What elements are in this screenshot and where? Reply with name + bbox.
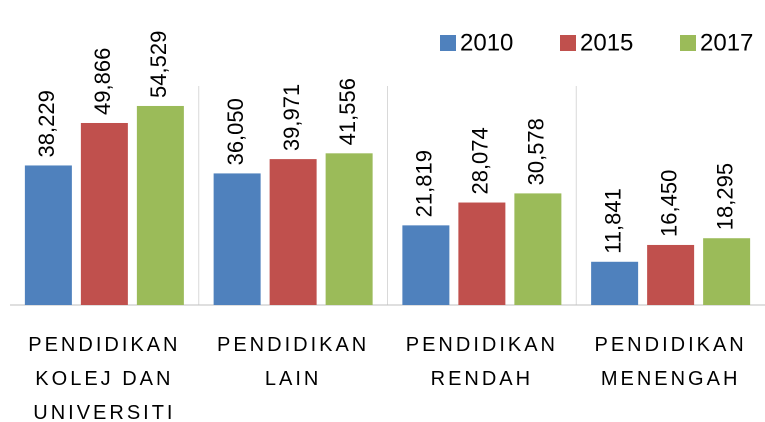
data-label: 36,050 (223, 98, 248, 165)
data-label: 11,841 (600, 188, 625, 254)
bar (458, 202, 506, 305)
x-tick-label: PENDIDIKAN LAIN (217, 334, 370, 390)
bar (514, 193, 562, 305)
legend-swatch (560, 35, 576, 51)
bar (647, 244, 695, 305)
bar (591, 261, 639, 305)
x-tick-label: PENDIDIKAN RENDAH (405, 334, 558, 390)
data-label: 49,866 (90, 48, 115, 115)
bar (213, 173, 261, 305)
legend-swatch (440, 35, 456, 51)
data-label: 21,819 (412, 150, 437, 217)
data-label: 30,578 (524, 118, 549, 185)
data-label: 18,295 (712, 163, 737, 230)
data-label: 16,450 (656, 170, 681, 237)
legend-label: 2015 (580, 29, 633, 56)
x-tick-label: PENDIDIKAN KOLEJ DAN UNIVERSITI (28, 334, 181, 422)
data-label: 54,529 (146, 31, 171, 98)
data-label: 38,229 (34, 90, 59, 157)
data-label: 28,074 (468, 127, 493, 194)
bar (269, 159, 317, 305)
data-label: 41,556 (335, 78, 360, 145)
bar (24, 165, 72, 305)
x-tick-label: PENDIDIKAN MENENGAH (594, 334, 747, 390)
data-label: 39,971 (279, 84, 304, 151)
bar (80, 122, 128, 305)
legend-label: 2017 (700, 29, 753, 56)
legend-swatch (680, 35, 696, 51)
bar (703, 238, 751, 305)
bar (136, 105, 184, 305)
legend-label: 2010 (460, 29, 513, 56)
bar (325, 153, 373, 305)
bar (402, 225, 450, 305)
